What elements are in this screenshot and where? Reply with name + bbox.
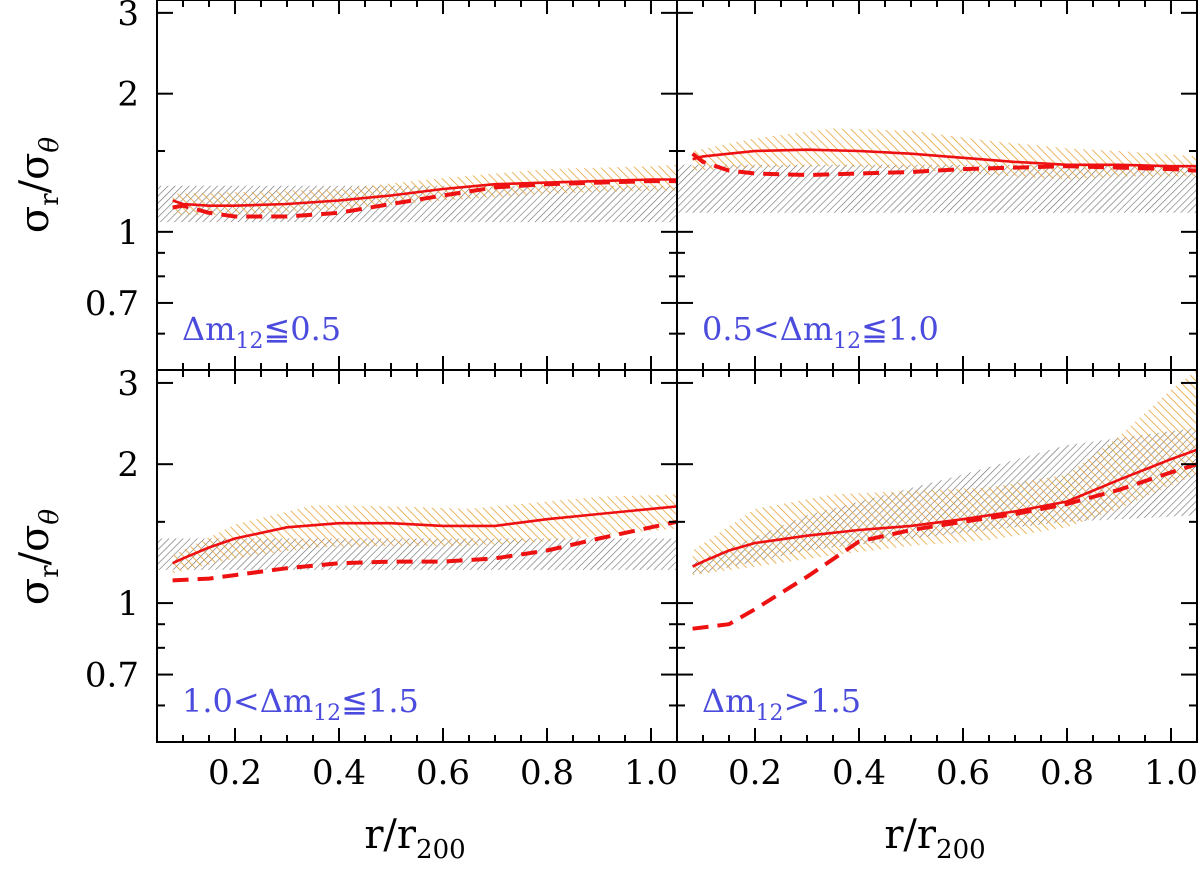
orange-band xyxy=(692,370,1197,576)
solid-line xyxy=(172,505,677,565)
panel-label: 1.0<Δm12≦1.5 xyxy=(182,682,419,726)
y-axis-title-top: σr/σθ xyxy=(12,137,65,234)
y-tick-label: 0.7 xyxy=(85,284,139,324)
dashed-line xyxy=(691,152,1197,177)
x-tick-label: 0.8 xyxy=(520,753,574,793)
dashed-line xyxy=(172,519,677,583)
svg-text:σr/σθ: σr/σθ xyxy=(12,509,65,606)
y-tick-label: 2 xyxy=(117,445,139,485)
y-tick-label: 3 xyxy=(117,0,139,34)
axes: 0.7 1 2 3 0.7 1 2 3 0.2 0.4 0.6 0.8 1.0 0.2 0.4 0.6 0.8 1… xyxy=(85,0,1198,793)
x-tick-label: 0.6 xyxy=(416,753,470,793)
x-tick-label: 1.0 xyxy=(1144,753,1198,793)
x-axis-title-right: r/r200 xyxy=(884,812,985,865)
y-tick-label: 0.7 xyxy=(85,656,139,696)
orange-band xyxy=(172,494,677,574)
panel-label: 0.5<Δm12≦1.0 xyxy=(702,310,939,354)
y-tick-label: 1 xyxy=(117,584,139,624)
panel-3: 1.0<Δm12≦1.5 xyxy=(157,494,677,726)
panel-1: Δm12≦0.5 xyxy=(157,164,677,354)
axes-panel-4 xyxy=(676,369,1198,743)
y-tick-label: 3 xyxy=(117,364,139,404)
panels: Δm12≦0.5 0.5<Δm12≦1.0 1.0<Δm12≦1.5 Δm12>1.5 xyxy=(157,128,1197,726)
y-tick-label: 2 xyxy=(117,75,139,115)
dashed-line xyxy=(172,179,677,219)
solid-line xyxy=(692,148,1197,168)
x-tick-label: 0.6 xyxy=(936,753,990,793)
x-tick-label: 1.0 xyxy=(624,753,678,793)
x-axis-title-left: r/r200 xyxy=(364,812,465,865)
x-tick-label: 0.4 xyxy=(312,753,366,793)
x-tick-label: 0.2 xyxy=(208,753,262,793)
x-tick-label: 0.4 xyxy=(832,753,886,793)
svg-text:σr/σθ: σr/σθ xyxy=(12,137,65,234)
x-tick-label: 0.8 xyxy=(1040,753,1094,793)
ylabel-sigma-r: σ xyxy=(12,206,58,233)
panel-label: Δm12≦0.5 xyxy=(182,310,341,354)
panel-label: Δm12>1.5 xyxy=(702,682,861,726)
dashed-line xyxy=(692,462,1197,631)
y-axis-title-bottom: σr/σθ xyxy=(12,509,65,606)
panel-4: Δm12>1.5 xyxy=(692,370,1197,726)
panel-2: 0.5<Δm12≦1.0 xyxy=(677,128,1197,354)
solid-line xyxy=(692,448,1197,568)
y-tick-label: 1 xyxy=(117,213,139,253)
x-tick-label: 0.2 xyxy=(728,753,782,793)
